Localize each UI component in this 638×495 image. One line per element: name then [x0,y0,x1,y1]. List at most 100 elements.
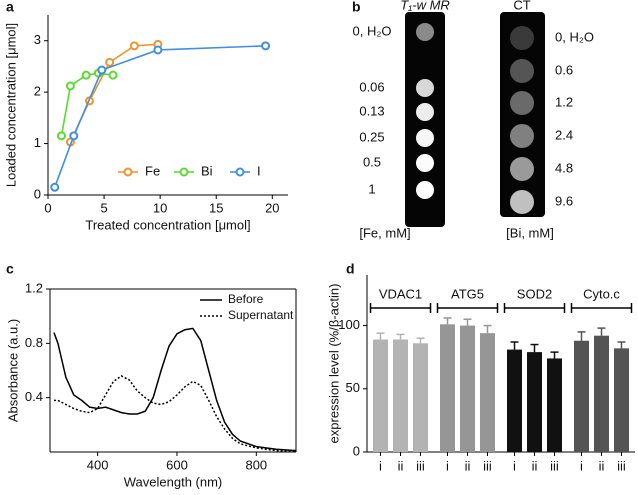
concentration-label: 0.5 [363,154,381,169]
x-tick-label: i [446,458,449,473]
phantom-well [510,157,534,181]
x-tick-label: 0 [44,200,51,215]
y-tick-label: 3 [34,32,41,47]
legend-marker [123,167,133,177]
series-line [69,43,158,143]
bar [373,339,388,452]
group-label: SOD2 [517,286,552,301]
unit-label: [Bi, mM] [506,225,554,240]
bar [574,340,589,452]
y-tick-label: 0 [353,443,360,458]
phantom-well [416,181,434,199]
x-tick-label: 400 [87,457,109,472]
phantom-well [416,79,434,97]
y-tick-label: 50 [346,380,360,395]
point [50,182,60,192]
y-tick-label: 0.8 [25,335,43,350]
x-tick-label: iii [550,458,559,473]
x-tick-label: 15 [209,200,223,215]
y-tick-label: 0 [34,186,41,201]
group-label: VDAC1 [379,286,422,301]
y-tick-label: 1 [34,135,41,150]
x-tick-label: ii [465,458,471,473]
y-tick-label: 2 [34,84,41,99]
point [108,70,118,80]
column-title: T₁-w MR [400,0,450,12]
point [69,131,79,141]
y-axis-label: expression level (%/β-actin) [326,284,341,444]
phantom-well [510,91,534,115]
legend-marker [179,167,189,177]
y-axis-label: Loaded concentration [μmol] [3,23,18,187]
point [153,45,163,55]
y-axis-label: Absorbance (a.u.) [5,319,20,422]
unit-label: [Fe, mM] [359,225,410,240]
concentration-label: 0.06 [359,79,384,94]
x-tick-label: 10 [153,200,167,215]
x-tick-label: 800 [245,457,267,472]
x-axis-label: Treated concentration [μmol] [85,217,250,232]
concentration-label: 0.6 [555,62,573,77]
point [56,131,66,141]
group-label: Cyto.c [583,286,620,301]
y-tick-label: 0.4 [25,389,43,404]
phantom-well [416,23,434,41]
legend-label: Supernatant [228,308,294,322]
bar [440,324,455,452]
x-tick-label: ii [398,458,404,473]
concentration-label: 0, H₂O [353,23,392,38]
concentration-label: 0.25 [359,129,384,144]
legend-label: Before [228,292,264,306]
panel-letter: a [6,0,14,15]
spectrum-line [53,327,297,452]
panel-letter: d [346,261,355,277]
bar [614,348,629,452]
concentration-label: 2.4 [555,127,573,142]
bar [413,343,428,452]
bar [480,333,495,452]
x-tick-label: iii [617,458,626,473]
phantom-well [510,59,534,83]
point [81,70,91,80]
x-axis-label: Wavelength (nm) [124,474,223,489]
concentration-label: 0.13 [359,103,384,118]
panel-letter: b [352,0,361,15]
concentration-label: 1 [368,181,375,196]
x-tick-label: i [580,458,583,473]
legend-marker [235,167,245,177]
point [129,41,139,51]
group-label: ATG5 [451,286,484,301]
concentration-label: 9.6 [555,193,573,208]
bar [594,335,609,452]
phantom-well [510,26,534,50]
x-tick-label: ii [599,458,605,473]
point [97,65,107,75]
x-tick-label: 600 [166,457,188,472]
phantom-well [416,129,434,147]
x-tick-label: ii [532,458,538,473]
x-tick-label: iii [416,458,425,473]
spectrum-line [53,375,297,453]
phantom-well [510,190,534,214]
point [105,57,115,67]
legend-label: Bi [201,163,213,178]
y-tick-label: 100 [338,317,360,332]
concentration-label: 0, H₂O [555,29,594,44]
point [261,41,271,51]
x-tick-label: iii [483,458,492,473]
concentration-label: 4.8 [555,160,573,175]
x-tick-label: 20 [265,200,279,215]
phantom-well [416,154,434,172]
bar [527,352,542,452]
bar [507,349,522,452]
column-title: CT [513,0,530,12]
panel-letter: c [6,261,14,277]
concentration-label: 1.2 [555,94,573,109]
x-tick-label: i [379,458,382,473]
x-tick-label: 5 [100,200,107,215]
legend-label: Fe [145,163,160,178]
phantom-well [510,124,534,148]
bar [460,325,475,452]
point [65,81,75,91]
